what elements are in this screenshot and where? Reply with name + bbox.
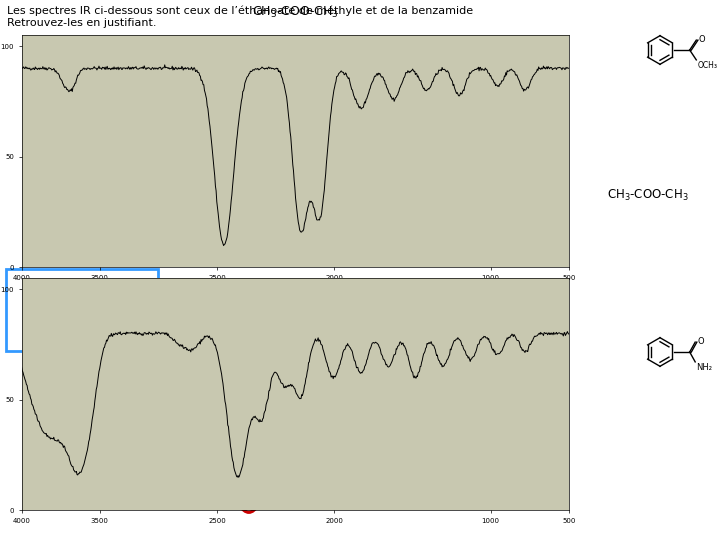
FancyBboxPatch shape (93, 93, 167, 127)
FancyBboxPatch shape (355, 178, 427, 212)
Text: aromatique: aromatique (117, 469, 189, 480)
Text: O: O (697, 336, 704, 346)
Text: CH$_3$-COO-CH$_3$: CH$_3$-COO-CH$_3$ (607, 187, 689, 202)
Text: Retrouvez-les en justifiant.: Retrouvez-les en justifiant. (7, 18, 156, 28)
Text: OCH₃: OCH₃ (697, 61, 717, 70)
Text: O: O (698, 35, 705, 44)
Text: aromatique: aromatique (337, 433, 409, 443)
FancyBboxPatch shape (317, 404, 429, 452)
FancyBboxPatch shape (6, 269, 158, 352)
Text: C=O abaissé car conjugué: C=O abaissé car conjugué (279, 485, 482, 500)
Text: aromatique: aromatique (52, 322, 112, 332)
FancyBboxPatch shape (106, 442, 199, 488)
Text: C-H: C-H (140, 453, 165, 466)
Text: Les spectres IR ci-dessous sont ceux de l’éthanoate de méthyle et de la benzamid: Les spectres IR ci-dessous sont ceux de … (7, 5, 473, 16)
Text: C=O: C=O (112, 102, 148, 117)
Text: vibration du cycle: vibration du cycle (35, 305, 129, 314)
Text: C=C: C=C (358, 417, 387, 430)
Text: CH$_3$-COO-CH$_3$: CH$_3$-COO-CH$_3$ (252, 5, 338, 20)
FancyBboxPatch shape (260, 477, 500, 507)
Text: Harmonique de: Harmonique de (42, 286, 122, 296)
Text: NH₂: NH₂ (696, 363, 712, 372)
Text: C-O: C-O (377, 187, 405, 202)
